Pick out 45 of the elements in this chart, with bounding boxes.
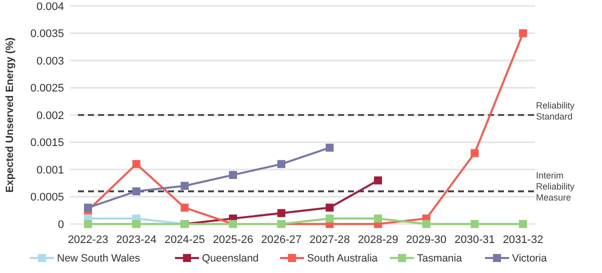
point — [180, 204, 189, 212]
legend-label: Victoria — [512, 252, 547, 265]
point — [374, 176, 382, 184]
x-tick-label: 2024-25 — [164, 234, 205, 246]
point — [180, 182, 189, 190]
point — [519, 220, 527, 228]
point — [326, 204, 334, 212]
point — [519, 29, 527, 38]
x-tick-label: 2022-23 — [68, 234, 108, 246]
point — [277, 209, 286, 218]
y-tick-label: 0.002 — [36, 110, 64, 122]
point — [277, 160, 286, 168]
x-tick-label: 2028-29 — [358, 234, 398, 246]
y-tick-label: 0.001 — [36, 164, 64, 176]
ref-line-label: Reliability Standard — [536, 100, 576, 122]
x-tick-label: 2029-30 — [406, 234, 447, 246]
x-tick-label: 2030-31 — [454, 234, 495, 246]
x-tick-label: 2023-24 — [116, 234, 157, 246]
y-tick-label: 0.003 — [36, 55, 64, 68]
point — [132, 187, 140, 196]
y-tick-label: 0.0005 — [30, 192, 64, 204]
ref-line-label: Interim Reliability Measure — [536, 170, 576, 202]
legend-label: Tasmania — [417, 252, 462, 265]
point — [422, 220, 430, 228]
point — [229, 170, 237, 179]
y-tick-label: 0.0015 — [30, 137, 64, 150]
y-tick-label: 0 — [58, 218, 64, 231]
y-tick-label: 0.0025 — [30, 82, 64, 95]
x-tick-label: 2025-26 — [212, 234, 254, 246]
y-tick-label: 0.004 — [36, 0, 64, 13]
point — [132, 160, 140, 168]
point — [374, 214, 382, 223]
point — [326, 214, 334, 223]
x-tick-label: 2031-32 — [502, 234, 544, 246]
point — [84, 204, 92, 212]
y-tick-label: 0.0035 — [30, 28, 64, 40]
x-tick-label: 2026-27 — [261, 234, 302, 246]
x-tick-label: 2027-28 — [309, 234, 350, 246]
legend-label: South Australia — [307, 252, 378, 265]
legend-label: New South Wales — [57, 252, 140, 265]
point — [326, 144, 334, 152]
legend-label: Queensland — [202, 252, 259, 265]
point — [470, 149, 479, 158]
point — [470, 220, 479, 228]
y-axis-title: Expected Unserved Energy (%) — [4, 37, 16, 193]
